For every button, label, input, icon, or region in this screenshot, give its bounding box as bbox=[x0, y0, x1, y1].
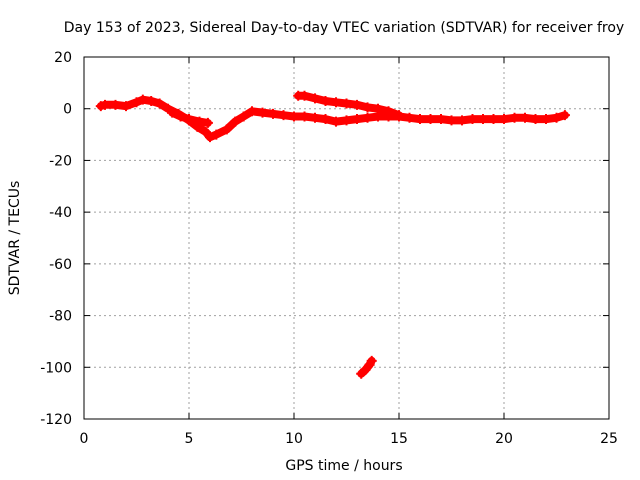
y-axis-ticks: -120 -100 -80 -60 -40 -20 0 20 bbox=[40, 50, 609, 428]
data-point-marker bbox=[310, 112, 320, 123]
x-tick-label: 5 bbox=[185, 431, 194, 447]
y-tick-label: -100 bbox=[40, 360, 72, 376]
data-point-marker bbox=[520, 112, 530, 123]
plot-frame bbox=[83, 56, 610, 420]
data-point-marker bbox=[352, 114, 362, 125]
data-point-marker bbox=[221, 124, 232, 135]
data-point-marker bbox=[415, 114, 425, 125]
data-point-marker bbox=[530, 114, 541, 125]
data-point-marker bbox=[299, 111, 310, 122]
x-tick-label: 10 bbox=[285, 431, 303, 447]
y-tick-label: 0 bbox=[63, 102, 72, 118]
data-point-marker bbox=[238, 111, 249, 122]
data-point-marker bbox=[146, 95, 157, 106]
data-point-marker bbox=[478, 114, 488, 125]
x-axis-label: GPS time / hours bbox=[285, 458, 402, 474]
data-point-marker bbox=[559, 110, 570, 121]
data-point-marker bbox=[289, 111, 299, 122]
data-point-marker bbox=[230, 116, 241, 127]
data-point-marker bbox=[352, 99, 362, 110]
data-point-marker bbox=[366, 355, 377, 366]
y-axis-label: SDTVAR / TECUs bbox=[7, 181, 23, 296]
data-point-marker bbox=[278, 110, 289, 121]
data-point-marker bbox=[404, 112, 415, 123]
data-point-marker bbox=[373, 103, 383, 114]
data-point-marker bbox=[100, 99, 110, 110]
data-point-marker bbox=[268, 108, 278, 119]
x-axis-ticks: 0 5 10 15 20 25 bbox=[80, 57, 618, 447]
series-2 bbox=[167, 107, 213, 128]
grid-lines bbox=[84, 57, 609, 419]
data-point-marker bbox=[211, 129, 222, 140]
y-tick-label: -120 bbox=[40, 412, 72, 428]
data-point-marker bbox=[320, 114, 331, 125]
y-tick-label: -60 bbox=[49, 257, 72, 273]
data-point-marker bbox=[121, 101, 131, 112]
data-point-marker bbox=[467, 114, 478, 125]
data-point-marker bbox=[457, 115, 467, 126]
data-point-marker bbox=[200, 126, 211, 137]
data-point-marker bbox=[184, 114, 194, 125]
data-point-marker bbox=[499, 114, 509, 125]
y-tick-label: -40 bbox=[49, 205, 72, 221]
data-point-marker bbox=[202, 117, 213, 128]
data-point-marker bbox=[362, 102, 373, 113]
data-point-marker bbox=[360, 364, 371, 375]
data-point-marker bbox=[488, 114, 499, 125]
data-point-marker bbox=[247, 106, 257, 117]
data-point-marker bbox=[167, 107, 178, 118]
data-point-marker bbox=[394, 110, 404, 121]
chart-title: Day 153 of 2023, Sidereal Day-to-day VTE… bbox=[64, 20, 624, 36]
data-point-marker bbox=[331, 97, 341, 108]
data-point-marker bbox=[341, 98, 352, 109]
y-tick-label: -20 bbox=[49, 153, 72, 169]
data-point-marker bbox=[175, 111, 186, 122]
data-point-marker bbox=[362, 112, 373, 123]
data-point-marker bbox=[541, 114, 551, 125]
data-point-marker bbox=[257, 107, 268, 118]
series-4 bbox=[356, 355, 377, 379]
data-point-marker bbox=[436, 114, 446, 125]
data-point-marker bbox=[331, 116, 341, 127]
data-point-marker bbox=[131, 97, 142, 108]
data-point-marker bbox=[341, 115, 352, 126]
data-point-marker bbox=[194, 116, 205, 127]
data-point-marker bbox=[446, 115, 457, 126]
data-point-marker bbox=[299, 90, 310, 101]
x-tick-label: 15 bbox=[390, 431, 408, 447]
x-tick-label: 25 bbox=[600, 431, 618, 447]
data-point-marker bbox=[551, 112, 562, 123]
data-point-marker bbox=[383, 106, 394, 117]
data-point-marker bbox=[205, 132, 215, 143]
y-tick-label: 20 bbox=[54, 50, 72, 66]
series-layer bbox=[95, 90, 570, 379]
series-3 bbox=[293, 90, 404, 121]
data-point-marker bbox=[425, 114, 436, 125]
data-point-marker bbox=[137, 94, 148, 105]
series-line bbox=[357, 356, 376, 378]
data-point-marker bbox=[110, 99, 121, 110]
data-point-marker bbox=[310, 93, 320, 104]
y-tick-label: -80 bbox=[49, 309, 72, 325]
data-point-marker bbox=[154, 98, 165, 109]
x-tick-label: 0 bbox=[80, 431, 89, 447]
data-point-marker bbox=[320, 95, 331, 106]
data-point-marker bbox=[509, 112, 520, 123]
x-tick-label: 20 bbox=[495, 431, 513, 447]
